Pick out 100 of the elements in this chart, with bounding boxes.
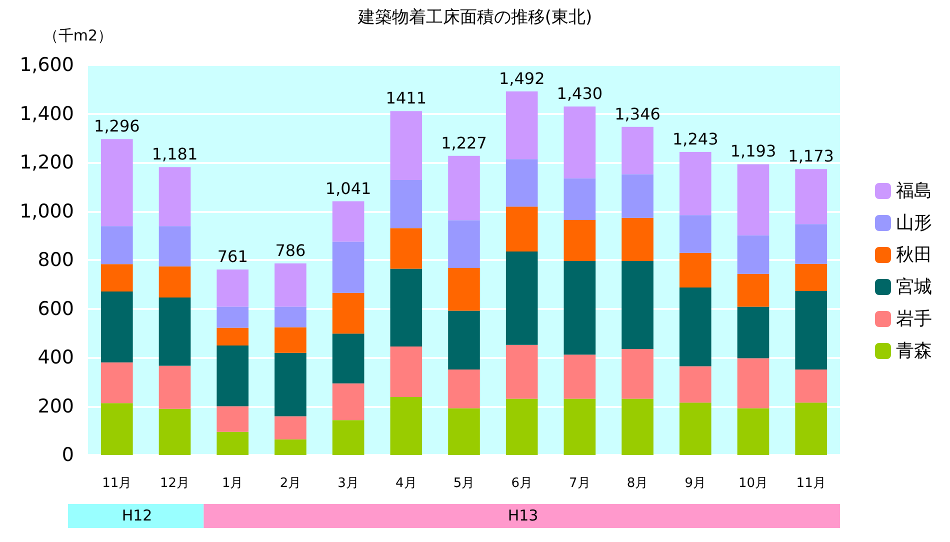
bar [679,402,712,455]
bar [158,408,191,455]
bar [448,220,480,268]
bar [679,288,712,366]
legend-label: 福島 [896,180,932,202]
bar [274,327,306,353]
bar [795,369,827,403]
total-label: 1,296 [94,116,140,136]
total-label: 1,430 [556,84,603,103]
bar [737,358,770,408]
bar [622,260,654,349]
y-tick-label: 1,000 [20,200,74,222]
x-tick-label: 9月 [684,476,706,491]
text: H12 [122,506,152,524]
text: H13 [508,506,538,524]
bar [390,268,422,347]
bar [622,126,654,174]
x-tick-label: 2月 [280,476,302,491]
total-label: 1,492 [498,68,545,88]
bar [390,111,422,180]
bar [506,398,538,455]
bar [274,306,306,328]
bar [274,416,306,440]
y-tick-label: 0 [62,444,74,466]
bar [737,274,770,307]
x-tick-label: 4月 [396,476,417,491]
bar [158,167,191,226]
bar [332,334,364,384]
bar [216,270,249,307]
bar [332,242,364,293]
x-tick-label: 10月 [738,476,768,491]
bar [274,439,306,455]
bar [622,348,654,399]
bar [506,206,538,252]
bar [506,344,538,399]
bar [564,354,596,399]
bar [679,215,712,253]
bar [564,220,596,261]
y-tick-label: 200 [38,395,74,418]
bar [332,420,364,455]
x-tick-label: 1月 [222,476,244,491]
bar [795,224,827,264]
x-tick-label: 12月 [160,476,190,491]
total-label: 1,193 [730,142,776,161]
y-tick-label: 1,200 [20,152,74,174]
bar [795,290,827,370]
legend-label: 山形 [896,212,932,234]
bar [622,218,654,261]
y-tick-label: 400 [38,346,74,368]
bar [216,328,249,346]
bar [390,180,422,228]
legend-label: 宮城 [896,276,932,298]
y-tick-label: 600 [38,298,74,320]
bar [332,383,364,420]
bar [737,408,770,455]
bar [216,432,249,455]
bar [564,178,596,220]
bar [216,406,249,432]
bar [448,310,480,370]
bar [332,201,364,242]
bar [448,268,480,311]
bar [506,159,538,207]
total-label: 1411 [386,88,427,108]
legend-label: 青森 [896,340,932,362]
bar [795,402,827,455]
bar [564,106,596,178]
bar [274,263,306,307]
bar [448,369,480,408]
bar [390,346,422,397]
x-tick-label: 5月 [453,476,475,491]
bar [679,366,712,403]
legend-label: 秋田 [896,244,932,266]
bar [622,398,654,455]
bar [158,298,191,366]
x-tick-label: 6月 [511,476,532,491]
total-label: 1,346 [614,104,660,124]
bar [216,346,249,406]
total-label: 1,181 [152,144,198,164]
bar [737,235,770,274]
x-tick-label: 3月 [338,476,359,491]
bar [101,291,133,362]
bar [158,226,191,266]
bar [564,260,596,355]
bar [101,139,133,226]
total-label: 1,227 [441,133,487,152]
bar [390,396,422,455]
y-tick-label: 800 [38,249,74,271]
bar [101,403,133,455]
bar [101,264,133,292]
total-label: 1,173 [788,146,834,166]
bar [795,169,827,224]
total-label: 1,243 [672,130,718,149]
x-tick-label: 8月 [626,476,648,491]
bar [158,366,191,409]
total-label: 786 [275,240,306,260]
total-label: 761 [217,247,248,266]
bar [448,156,480,220]
bar [506,251,538,345]
bar [679,152,712,216]
bar [622,174,654,218]
